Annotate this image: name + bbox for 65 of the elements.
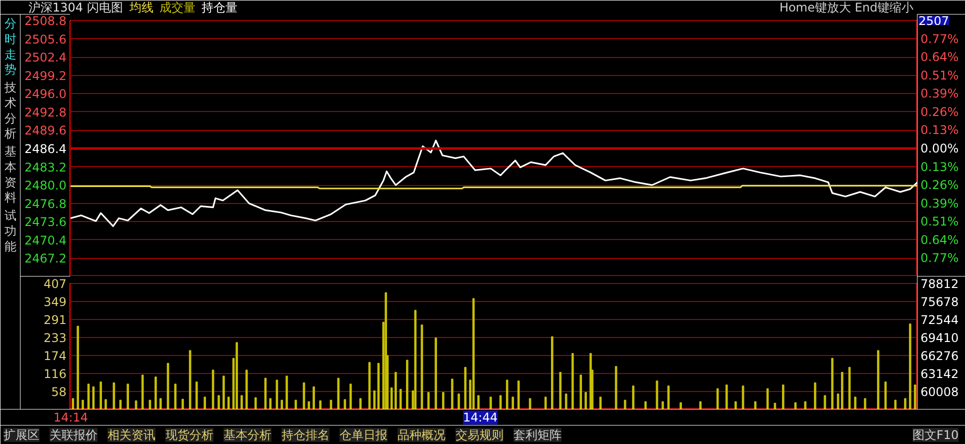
text: 基本分析	[224, 428, 272, 442]
y2-tick-label: 69410	[920, 331, 959, 345]
y2-tick-label: 0.77%	[920, 32, 959, 46]
y2-tick-label: 0.64%	[920, 50, 959, 64]
text: 基本资料	[4, 144, 16, 205]
y-tick-label: 116	[44, 367, 66, 382]
y-tick-label: 58	[51, 385, 67, 400]
y-tick-label: 2476.8	[24, 196, 67, 211]
text: 试功能	[4, 208, 16, 254]
y2-tick-label: 0.13%	[920, 123, 959, 138]
y2-tick-label: 66276	[920, 349, 959, 363]
text: 成交量	[160, 0, 196, 14]
y-tick-label: 2467.2	[24, 252, 67, 266]
y2-tick-label: 0.13%	[920, 160, 959, 174]
y2-tick-label: 78812	[920, 277, 959, 291]
y2-tick-label: 0.64%	[920, 232, 959, 247]
text: 扩展区	[4, 428, 40, 442]
text: 均线	[128, 0, 154, 14]
text: 仓单日报	[340, 428, 388, 442]
y2-tick-label: 0.51%	[920, 214, 959, 229]
y-tick-label: 174	[44, 349, 66, 364]
text: 技术分析	[4, 80, 16, 141]
y-tick-label: 349	[44, 294, 66, 309]
text: Home键放大 End键缩小	[779, 0, 914, 14]
y2-tick-label: 0.39%	[920, 196, 959, 210]
text: 套利矩阵	[514, 428, 562, 442]
y-tick-label: 2470.4	[24, 233, 67, 248]
y-tick-label: 2502.4	[24, 50, 67, 65]
text: 分时走势	[4, 16, 16, 77]
y-tick-label: 2505.6	[24, 32, 67, 46]
y2-tick-label: 0.26%	[920, 178, 959, 192]
y-tick-label: 2499.2	[24, 68, 67, 83]
text: 现货分析	[166, 428, 214, 442]
text: 关联报价	[50, 428, 98, 442]
y2-tick-label: 0.00%	[920, 142, 959, 156]
y2-tick-label: 75678	[920, 295, 959, 309]
y-tick-label: 407	[44, 277, 66, 291]
y-tick-label: 2480.0	[24, 178, 67, 193]
text: 相关资讯	[108, 428, 156, 442]
y2-tick-label: 0.39%	[920, 86, 959, 101]
text: 持仓排名	[282, 428, 330, 442]
y-tick-label: 2496.0	[24, 87, 67, 102]
y-tick-label: 291	[44, 312, 66, 327]
y2-tick-label: 72544	[920, 313, 959, 327]
y-tick-label: 233	[44, 330, 66, 345]
y-tick-label: 2492.8	[24, 105, 67, 120]
y2-tick-label: 0.77%	[920, 251, 959, 266]
text: 图文F10	[912, 428, 959, 442]
y2-tick-label: 63142	[920, 367, 959, 381]
y-tick-label: 2508.8	[24, 14, 67, 28]
text: 持仓量	[202, 0, 238, 14]
y-tick-label: 2473.6	[24, 215, 67, 230]
y2-tick-label: 60008	[920, 385, 959, 399]
x-tick-label: 14:44	[463, 410, 498, 424]
line-series	[70, 140, 917, 228]
y2-tick-label: 0.26%	[920, 104, 959, 119]
y-tick-label: 2486.4	[24, 142, 67, 156]
text: 2507	[918, 14, 950, 28]
y-tick-label: 2489.6	[24, 124, 67, 138]
text: 品种概况	[398, 428, 446, 442]
text: 交易规则	[456, 428, 504, 442]
x-tick-label: 14:14	[53, 410, 88, 424]
y2-tick-label: 0.51%	[920, 68, 959, 82]
chart-title: 沪深1304 闪电图	[28, 0, 123, 14]
y-tick-label: 2483.2	[24, 160, 67, 174]
